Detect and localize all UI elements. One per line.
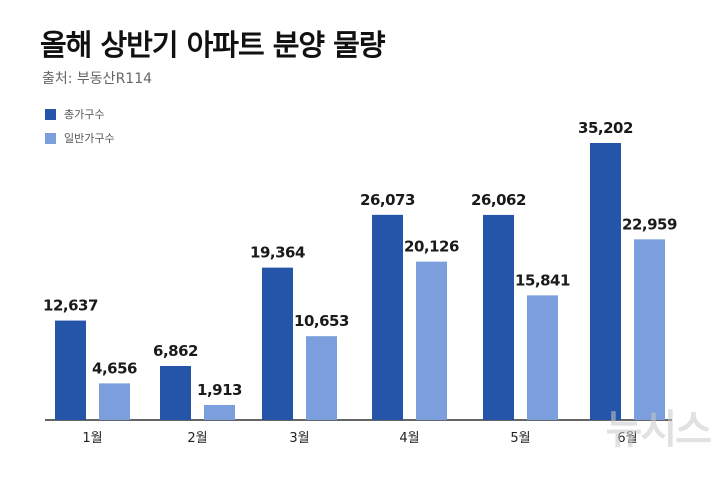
legend-swatch-general (45, 132, 56, 144)
legend-label-general: 일반가구수 (64, 132, 115, 145)
data-label-total-4: 26,073 (360, 191, 415, 209)
data-label-total-1: 12,637 (43, 297, 98, 315)
x-tick-label-4: 4월 (399, 431, 419, 446)
x-tick-label-5: 5월 (510, 431, 530, 446)
bar-total-3 (262, 267, 293, 420)
x-tick-label-1: 1월 (82, 431, 102, 446)
data-label-total-2: 6,862 (153, 342, 198, 360)
x-tick-label-6: 6월 (617, 431, 637, 446)
legend-swatch-total (45, 108, 56, 120)
x-tick-label-2: 2월 (187, 431, 207, 446)
legend: 총가구수 일반가구수 (45, 104, 115, 152)
bar-total-5 (483, 214, 514, 420)
data-label-general-6: 22,959 (622, 215, 677, 233)
bar-general-3 (306, 336, 337, 420)
bar-general-2 (204, 404, 235, 420)
data-label-total-3: 19,364 (250, 244, 305, 262)
bar-total-4 (372, 214, 403, 420)
bar-general-1 (99, 383, 130, 420)
data-label-general-4: 20,126 (404, 238, 459, 256)
legend-item-general: 일반가구수 (45, 128, 115, 148)
x-tick-label-3: 3월 (289, 431, 309, 446)
legend-label-total: 총가구수 (64, 108, 105, 121)
data-label-general-3: 10,653 (294, 312, 349, 330)
chart-title: 올해 상반기 아파트 분양 물량 (40, 28, 386, 62)
watermark-logo: 뉴시스 (605, 407, 712, 453)
data-label-general-2: 1,913 (197, 381, 242, 399)
bar-general-5 (527, 295, 558, 420)
data-label-total-5: 26,062 (471, 191, 526, 209)
data-label-general-5: 15,841 (515, 271, 570, 289)
data-label-total-6: 35,202 (578, 119, 633, 137)
legend-item-total: 총가구수 (45, 104, 115, 124)
bar-total-2 (160, 366, 191, 420)
data-label-general-1: 4,656 (92, 359, 137, 377)
bar-total-1 (55, 320, 86, 420)
bar-general-6 (634, 239, 665, 420)
source-note: 출처: 부동산R114 (42, 71, 153, 87)
bar-general-4 (416, 261, 447, 420)
bar-total-6 (590, 143, 621, 420)
